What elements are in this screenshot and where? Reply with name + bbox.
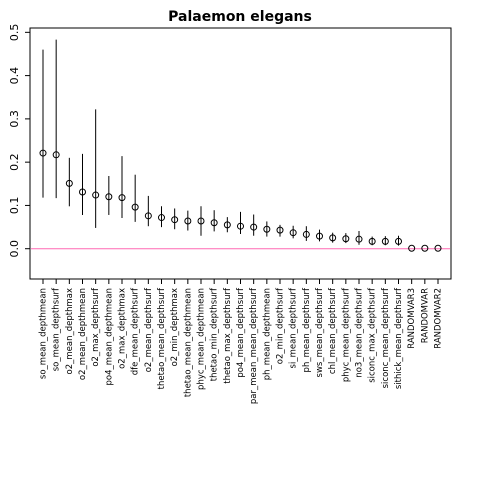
y-tick-label: 0.2 [8, 153, 21, 171]
data-point [131, 203, 139, 211]
x-tick-label: o2_min_depthsurf [276, 287, 286, 364]
data-point [395, 237, 402, 245]
data-point [210, 219, 218, 227]
x-tick-label: po4_mean_depthsurf [236, 287, 246, 378]
x-tick-label: so_mean_depthsurf [52, 287, 62, 371]
data-point [355, 235, 363, 243]
data-point [276, 226, 284, 234]
x-tick-label: o2_mean_depthmean [78, 288, 88, 380]
data-point [316, 232, 323, 240]
data-point [184, 217, 192, 225]
x-tick-label: sws_mean_depthsurf [315, 287, 325, 377]
data-point [329, 234, 337, 242]
data-point [92, 191, 100, 199]
x-tick-label: RANDOMVAR2 [434, 288, 444, 349]
data-point [289, 229, 297, 237]
x-tick-label: no3_mean_depthsurf [355, 287, 365, 378]
x-tick-label: o2_mean_depthmax [65, 288, 75, 374]
data-point [434, 244, 442, 252]
x-tick-label: siconc_max_depthsurf [368, 287, 378, 383]
x-tick-label: par_mean_mean_depthsurf [249, 287, 259, 404]
y-tick-label: 0.0 [8, 240, 21, 258]
x-tick-label: chl_mean_depthsurf [328, 287, 338, 374]
data-point [197, 217, 205, 225]
x-tick-label: siconc_mean_depthsurf [381, 287, 391, 388]
data-point [368, 237, 376, 245]
y-tick-label: 0.5 [8, 24, 21, 42]
data-point [408, 244, 416, 252]
data-point [342, 235, 350, 243]
y-tick-label: 0.4 [8, 67, 21, 85]
x-tick-label: so_mean_depthmean [39, 288, 49, 379]
data-point [144, 212, 152, 220]
y-tick-label: 0.1 [8, 197, 21, 215]
data-point [223, 221, 231, 229]
data-point [79, 188, 86, 196]
data-point [421, 244, 429, 252]
y-tick-label: 0.3 [8, 110, 21, 128]
plot-area: 0.0 0.1 0.2 0.3 0.4 0.5 so_mean_depthmean so_me… [8, 24, 452, 404]
x-tick-label: ph_mean_depthsurf [302, 287, 312, 372]
x-tick-label: thetao_mean_depthmean [183, 288, 193, 397]
data-point [302, 230, 310, 238]
chart-title: Palaemon elegans [168, 9, 312, 25]
x-tick-label: dfe_mean_depthsurf [131, 287, 141, 375]
x-tick-label: po4_mean_depthmean [104, 288, 114, 385]
data-point [65, 179, 73, 187]
data-point [250, 223, 258, 231]
x-tick-label: RANDOMVAR [420, 288, 430, 343]
data-point [39, 149, 47, 157]
data-point [118, 194, 126, 202]
data-point [105, 193, 113, 201]
x-tick-label: o2_mean_depthsurf [144, 287, 154, 372]
data-point [263, 225, 271, 233]
data-point [52, 151, 60, 159]
data-point [381, 237, 389, 245]
data-point [237, 222, 244, 230]
x-tick-label: thetao_min_depthsurf [210, 287, 220, 381]
x-tick-label: si_mean_depthsurf [289, 287, 299, 368]
x-tick-label: ph_mean_depthmean [262, 288, 272, 380]
x-tick-label: thetao_mean_depthsurf [157, 287, 167, 389]
x-tick-label: phyc_mean_depthsurf [341, 287, 351, 382]
x-tick-label: o2_max_depthmax [118, 288, 128, 369]
x-tick-label: thetao_max_depthsurf [223, 287, 233, 384]
data-point [171, 216, 179, 224]
x-tick-label: phyc_mean_depthmean [197, 288, 207, 390]
x-tick-label: o2_max_depthsurf [91, 287, 101, 367]
x-tick-label: sithick_mean_depthsurf [394, 287, 404, 389]
x-tick-label: o2_min_depthmax [170, 288, 180, 366]
data-point [158, 214, 165, 222]
x-tick-label: RANDOMVAR3 [407, 288, 417, 349]
